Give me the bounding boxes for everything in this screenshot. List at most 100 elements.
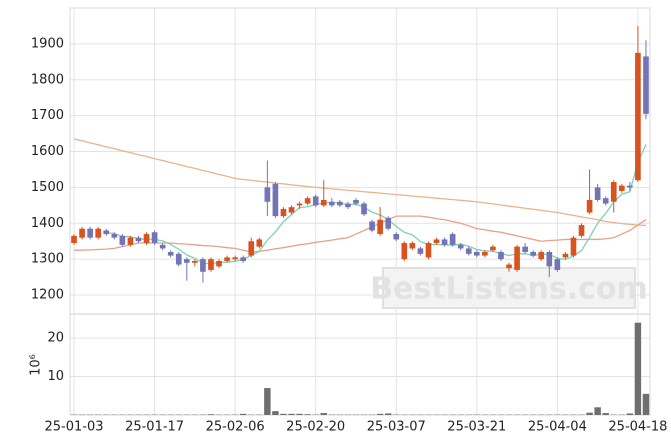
candle-body — [377, 220, 383, 234]
candle-body — [345, 204, 351, 208]
y-tick-label: 1800 — [31, 72, 64, 87]
candle-body — [87, 229, 93, 238]
volume-bar — [602, 413, 608, 415]
volume-bar — [280, 414, 286, 415]
candle-body — [168, 252, 174, 256]
candle-body — [555, 259, 561, 270]
candle-body — [200, 259, 206, 272]
candle-body — [111, 234, 117, 238]
candle-body — [458, 245, 464, 249]
candle-body — [385, 218, 391, 229]
candle-body — [571, 238, 577, 256]
volume-bar — [643, 394, 649, 415]
candle-body — [563, 254, 569, 258]
candle-body — [546, 252, 552, 266]
y-tick-label: 1300 — [31, 252, 64, 267]
candle-body — [587, 200, 593, 213]
candle-body — [216, 261, 222, 266]
candle-body — [619, 186, 625, 191]
candle-body — [329, 202, 335, 206]
volume-bar — [240, 414, 246, 415]
candle-body — [506, 265, 512, 269]
moving-average-line — [106, 144, 646, 263]
y-tick-label: 10 — [47, 369, 64, 384]
candle-body — [466, 248, 472, 253]
candle-body — [128, 238, 134, 245]
candle-body — [514, 247, 520, 270]
y-tick-label: 1600 — [31, 144, 64, 159]
candle-body — [281, 209, 287, 216]
x-tick-label: 25-02-20 — [286, 420, 345, 435]
candle-body — [361, 204, 367, 215]
candle-body — [240, 257, 246, 261]
candle-body — [353, 200, 359, 204]
watermark: BestListens.com — [370, 268, 648, 308]
x-tick-label: 25-01-03 — [45, 420, 104, 435]
candle-body — [184, 259, 190, 263]
x-tick-label: 25-03-07 — [367, 420, 426, 435]
volume-bar — [288, 414, 294, 415]
candle-body — [530, 252, 536, 256]
candle-body — [401, 243, 407, 259]
candle-body — [176, 254, 182, 265]
y-tick-label: 1400 — [31, 216, 64, 231]
candle-body — [522, 247, 528, 252]
candle-body — [192, 261, 198, 263]
candle-body — [611, 182, 617, 202]
x-tick-label: 25-04-04 — [528, 420, 587, 435]
candle-body — [490, 247, 496, 251]
candle-body — [369, 222, 375, 231]
y-tick-label: 1500 — [31, 180, 64, 195]
candle-body — [442, 239, 448, 244]
candle-body — [635, 53, 641, 180]
candle-body — [305, 198, 311, 203]
candle-body — [418, 248, 424, 253]
candle-body — [579, 225, 585, 236]
candle-body — [434, 239, 440, 243]
candle-body — [144, 234, 150, 243]
volume-bar — [296, 414, 302, 415]
candle-body — [289, 207, 295, 212]
volume-bar — [635, 323, 641, 415]
candle-body — [152, 232, 158, 243]
candle-body — [265, 187, 271, 201]
candle-body — [426, 243, 432, 257]
candle-body — [224, 257, 230, 261]
candle-body — [603, 198, 609, 203]
candle-body — [232, 257, 238, 259]
volume-bar — [627, 413, 633, 415]
x-tick-label: 25-03-21 — [447, 420, 506, 435]
candle-body — [313, 196, 319, 205]
volume-bar — [594, 407, 600, 415]
plot-frame — [70, 8, 650, 415]
candle-body — [256, 239, 262, 246]
candle-body — [208, 259, 214, 270]
y-tick-label: 20 — [47, 331, 64, 346]
candle-body — [410, 243, 416, 248]
y-tick-label: 1700 — [31, 108, 64, 123]
candle-body — [538, 252, 544, 259]
candle-body — [273, 184, 279, 216]
volume-bar — [208, 414, 214, 415]
candle-body — [79, 229, 85, 238]
candle-body — [482, 252, 488, 256]
candle-body — [321, 200, 327, 205]
candle-body — [136, 238, 142, 242]
candle-body — [643, 56, 649, 113]
volume-bar — [385, 413, 391, 415]
candle-body — [71, 236, 77, 243]
candle-body — [595, 187, 601, 200]
volume-bar — [586, 413, 592, 415]
y-tick-label: 1200 — [31, 288, 64, 303]
volume-bar — [321, 413, 327, 415]
volume-bar — [304, 414, 310, 415]
candle-body — [103, 230, 109, 234]
candle-body — [248, 241, 254, 255]
y-tick-label: 1900 — [31, 36, 64, 51]
watermark-text: BestListens.com — [370, 272, 648, 307]
candle-body — [498, 252, 504, 259]
candle-body — [95, 229, 101, 238]
candle-body — [160, 245, 166, 249]
x-tick-label: 25-02-06 — [206, 420, 265, 435]
